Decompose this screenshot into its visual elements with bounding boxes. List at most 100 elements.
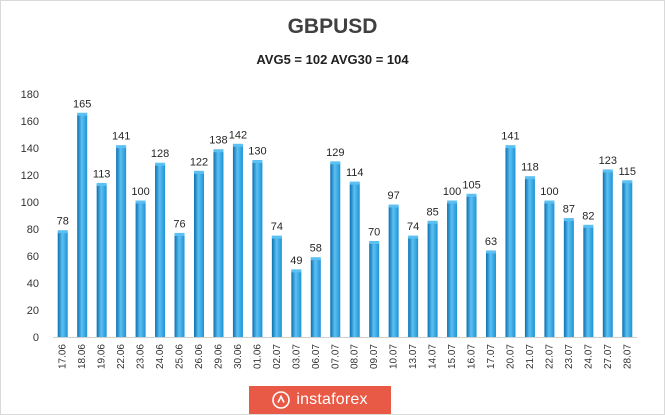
data-label: 85 (426, 206, 438, 218)
bar (194, 172, 204, 337)
x-tick-label: 06.07 (311, 344, 322, 369)
bar-cap (408, 235, 419, 239)
chart-title: GBPUSD (287, 15, 378, 38)
bar (602, 170, 613, 337)
instaforex-watermark: instaforex (249, 386, 391, 414)
x-tick-label: 29.06 (213, 344, 224, 369)
x-tick-label: 26.06 (194, 344, 205, 369)
x-tick-label: 08.07 (350, 344, 361, 369)
data-label: 141 (112, 131, 130, 143)
data-label: 105 (462, 179, 480, 191)
x-axis-labels: 17.06 18.06 19.06 22.06 23.06 24.06 25.06 26.06… (58, 344, 634, 369)
bar (310, 258, 321, 337)
x-tick-label: 18.06 (77, 344, 88, 369)
data-label: 63 (485, 236, 497, 248)
x-tick-label: 22.06 (116, 344, 127, 369)
bar-cap (252, 160, 263, 163)
data-label: 87 (563, 204, 575, 216)
bar-cap (213, 149, 224, 153)
bar (408, 237, 419, 337)
bar (369, 242, 380, 337)
x-tick-label: 20.07 (505, 344, 516, 369)
bar (486, 251, 496, 337)
bar-cap (77, 112, 88, 116)
bar (135, 202, 146, 337)
y-tick-label: 0 (33, 332, 39, 344)
bar-cap (194, 170, 204, 174)
y-tick-label: 60 (27, 251, 39, 263)
data-label: 78 (57, 216, 69, 228)
bar-cap (57, 230, 68, 234)
x-tick-label: 15.07 (447, 344, 458, 369)
data-label: 100 (540, 186, 558, 198)
x-tick-label: 27.07 (603, 344, 614, 369)
bar-cap (486, 250, 496, 254)
bar-cap (427, 220, 438, 224)
bar-cap (96, 182, 107, 186)
bar-cap (330, 161, 341, 165)
data-label: 113 (93, 168, 111, 180)
bar-cap (466, 193, 477, 197)
bar (524, 177, 535, 337)
bar-cap (505, 145, 516, 149)
data-label: 74 (407, 221, 419, 233)
data-label: 122 (190, 156, 208, 168)
y-tick-label: 80 (27, 224, 39, 236)
x-tick-label: 23.07 (564, 344, 575, 369)
bar (155, 164, 166, 337)
x-tick-label: 16.07 (467, 344, 478, 369)
x-tick-label: 24.06 (155, 344, 166, 369)
bar-cap (602, 169, 613, 173)
bar (77, 114, 88, 337)
data-label: 128 (151, 148, 169, 160)
x-tick-label: 25.06 (175, 344, 186, 369)
data-label: 100 (131, 186, 149, 198)
bar (622, 181, 633, 337)
x-tick-label: 09.07 (369, 344, 380, 369)
bar (388, 206, 399, 337)
x-tick-label: 10.07 (389, 344, 400, 369)
bar (57, 231, 68, 337)
bar-cap (155, 162, 166, 166)
bar-cap (310, 257, 321, 261)
bar (213, 150, 224, 337)
x-tick-label: 17.07 (486, 344, 497, 369)
x-tick-label: 14.07 (428, 344, 439, 369)
x-tick-label: 07.07 (330, 344, 341, 369)
data-label: 114 (346, 167, 364, 179)
data-label: 115 (618, 166, 636, 178)
bar (563, 219, 574, 337)
data-label: 123 (599, 155, 617, 167)
x-tick-label: 21.07 (525, 344, 536, 369)
y-tick-label: 160 (21, 116, 39, 128)
data-label: 76 (173, 218, 185, 230)
data-label: 100 (443, 186, 461, 198)
x-tick-label: 28.07 (622, 344, 633, 369)
bar (583, 226, 594, 337)
bar (505, 146, 516, 337)
data-label: 142 (229, 129, 247, 141)
x-tick-label: 19.06 (97, 344, 108, 369)
bar-cap (388, 204, 399, 208)
data-label: 97 (388, 190, 400, 202)
data-label: 49 (290, 255, 302, 267)
x-tick-label: 24.07 (583, 344, 594, 369)
bar (447, 202, 458, 337)
x-tick-label: 23.06 (136, 344, 147, 369)
y-axis: 0 20 40 60 80 100 120 140 160 180 (21, 89, 637, 344)
watermark-text: instaforex (296, 391, 368, 408)
data-label: 130 (248, 146, 266, 158)
bar-cap (291, 269, 302, 273)
x-tick-label: 02.07 (272, 344, 283, 369)
data-label: 118 (521, 162, 539, 174)
bar-cap (524, 176, 535, 180)
data-label: 70 (368, 227, 380, 239)
bar (544, 202, 555, 337)
chart-subtitle: AVG5 = 102 AVG30 = 104 (256, 52, 409, 67)
x-tick-label: 22.07 (544, 344, 555, 369)
y-tick-label: 100 (21, 197, 39, 209)
data-label: 58 (310, 243, 322, 255)
bar (349, 183, 360, 337)
instaforex-logo-icon (272, 391, 291, 409)
